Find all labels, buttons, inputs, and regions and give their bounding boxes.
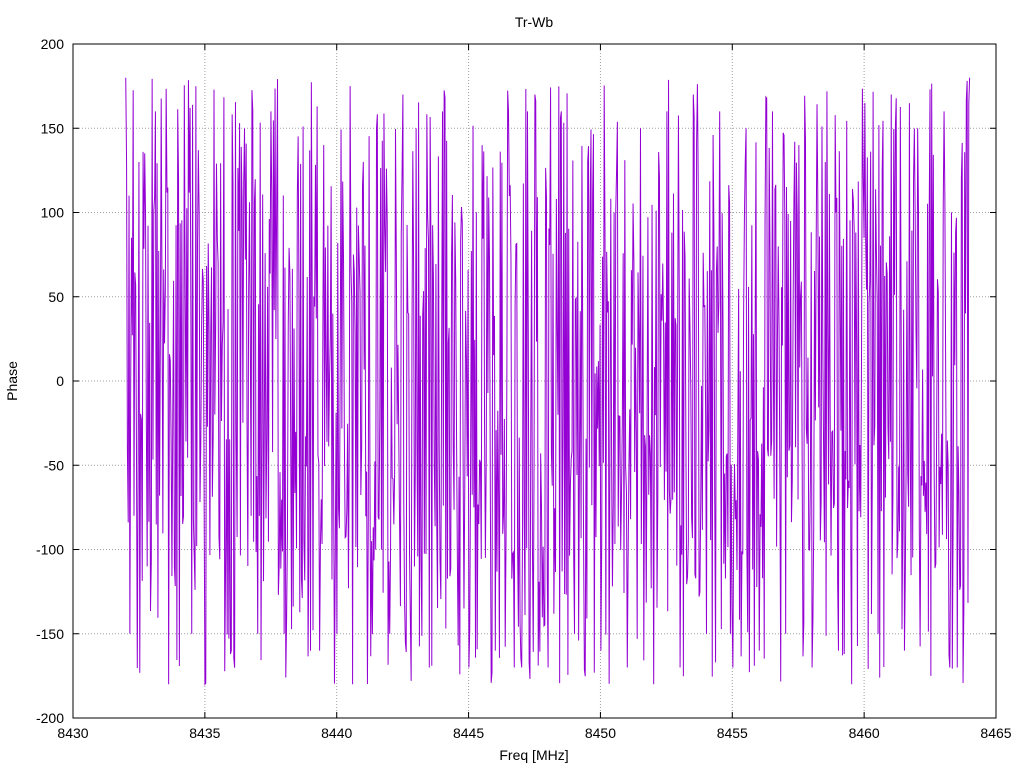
x-tick-label: 8440 xyxy=(321,725,352,741)
x-tick-label: 8450 xyxy=(585,725,616,741)
x-axis-ticks: 8430 8435 8440 8445 8450 8455 8460 8465 xyxy=(57,44,1012,741)
x-tick-label: 8460 xyxy=(849,725,880,741)
chart-title: Tr-Wb xyxy=(515,14,554,30)
y-tick-label: -200 xyxy=(36,710,64,726)
y-tick-label: 200 xyxy=(41,36,65,52)
y-tick-label: -50 xyxy=(44,457,64,473)
x-axis-label: Freq [MHz] xyxy=(499,747,568,763)
y-tick-label: -100 xyxy=(36,542,64,558)
x-tick-label: 8455 xyxy=(717,725,748,741)
series-line xyxy=(125,77,971,686)
y-tick-label: 100 xyxy=(41,205,65,221)
y-tick-label: 50 xyxy=(48,289,64,305)
x-tick-label: 8430 xyxy=(57,725,88,741)
x-tick-label: 8445 xyxy=(453,725,484,741)
y-tick-label: 0 xyxy=(56,373,64,389)
x-tick-label: 8465 xyxy=(980,725,1011,741)
y-tick-label: 150 xyxy=(41,120,65,136)
y-axis-label: Phase xyxy=(4,361,20,401)
y-tick-label: -150 xyxy=(36,626,64,642)
y-axis-ticks: -200 -150 -100 -50 0 50 100 150 200 xyxy=(36,36,996,726)
series-layer xyxy=(125,77,971,686)
x-tick-label: 8435 xyxy=(189,725,220,741)
